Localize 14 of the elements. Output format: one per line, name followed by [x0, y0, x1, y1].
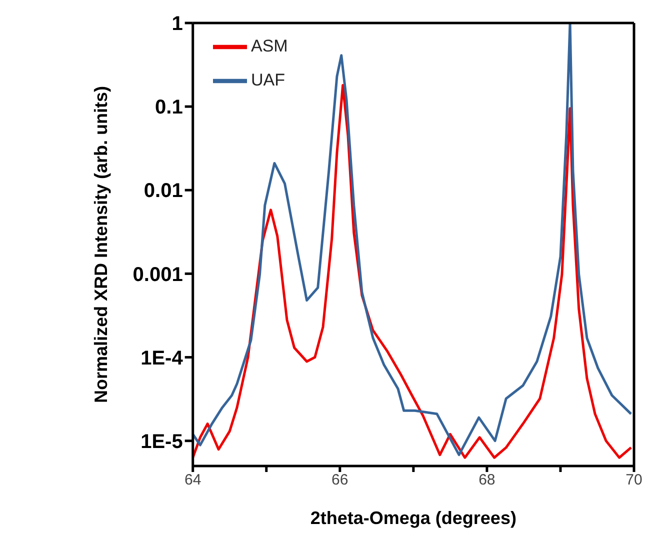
x-tick-label: 68 [478, 472, 496, 489]
legend-label: UAF [251, 70, 285, 90]
y-tick-label: 0.01 [144, 180, 183, 202]
x-tick-label: 70 [626, 472, 642, 489]
legend-label: ASM [251, 36, 288, 56]
x-tick-label: 66 [332, 472, 348, 489]
y-axis-title: Normalized XRD Intensity (arb. units) [91, 86, 112, 404]
y-tick-label: 1E-5 [140, 430, 183, 453]
y-tick-label: 0.1 [155, 96, 183, 119]
y-tick-label: 0.001 [132, 264, 183, 286]
y-tick-label: 1 [172, 13, 183, 36]
x-tick-label: 64 [184, 472, 202, 489]
y-tick-label: 1E-4 [140, 347, 184, 370]
x-axis-title: 2theta-Omega (degrees) [310, 508, 516, 528]
